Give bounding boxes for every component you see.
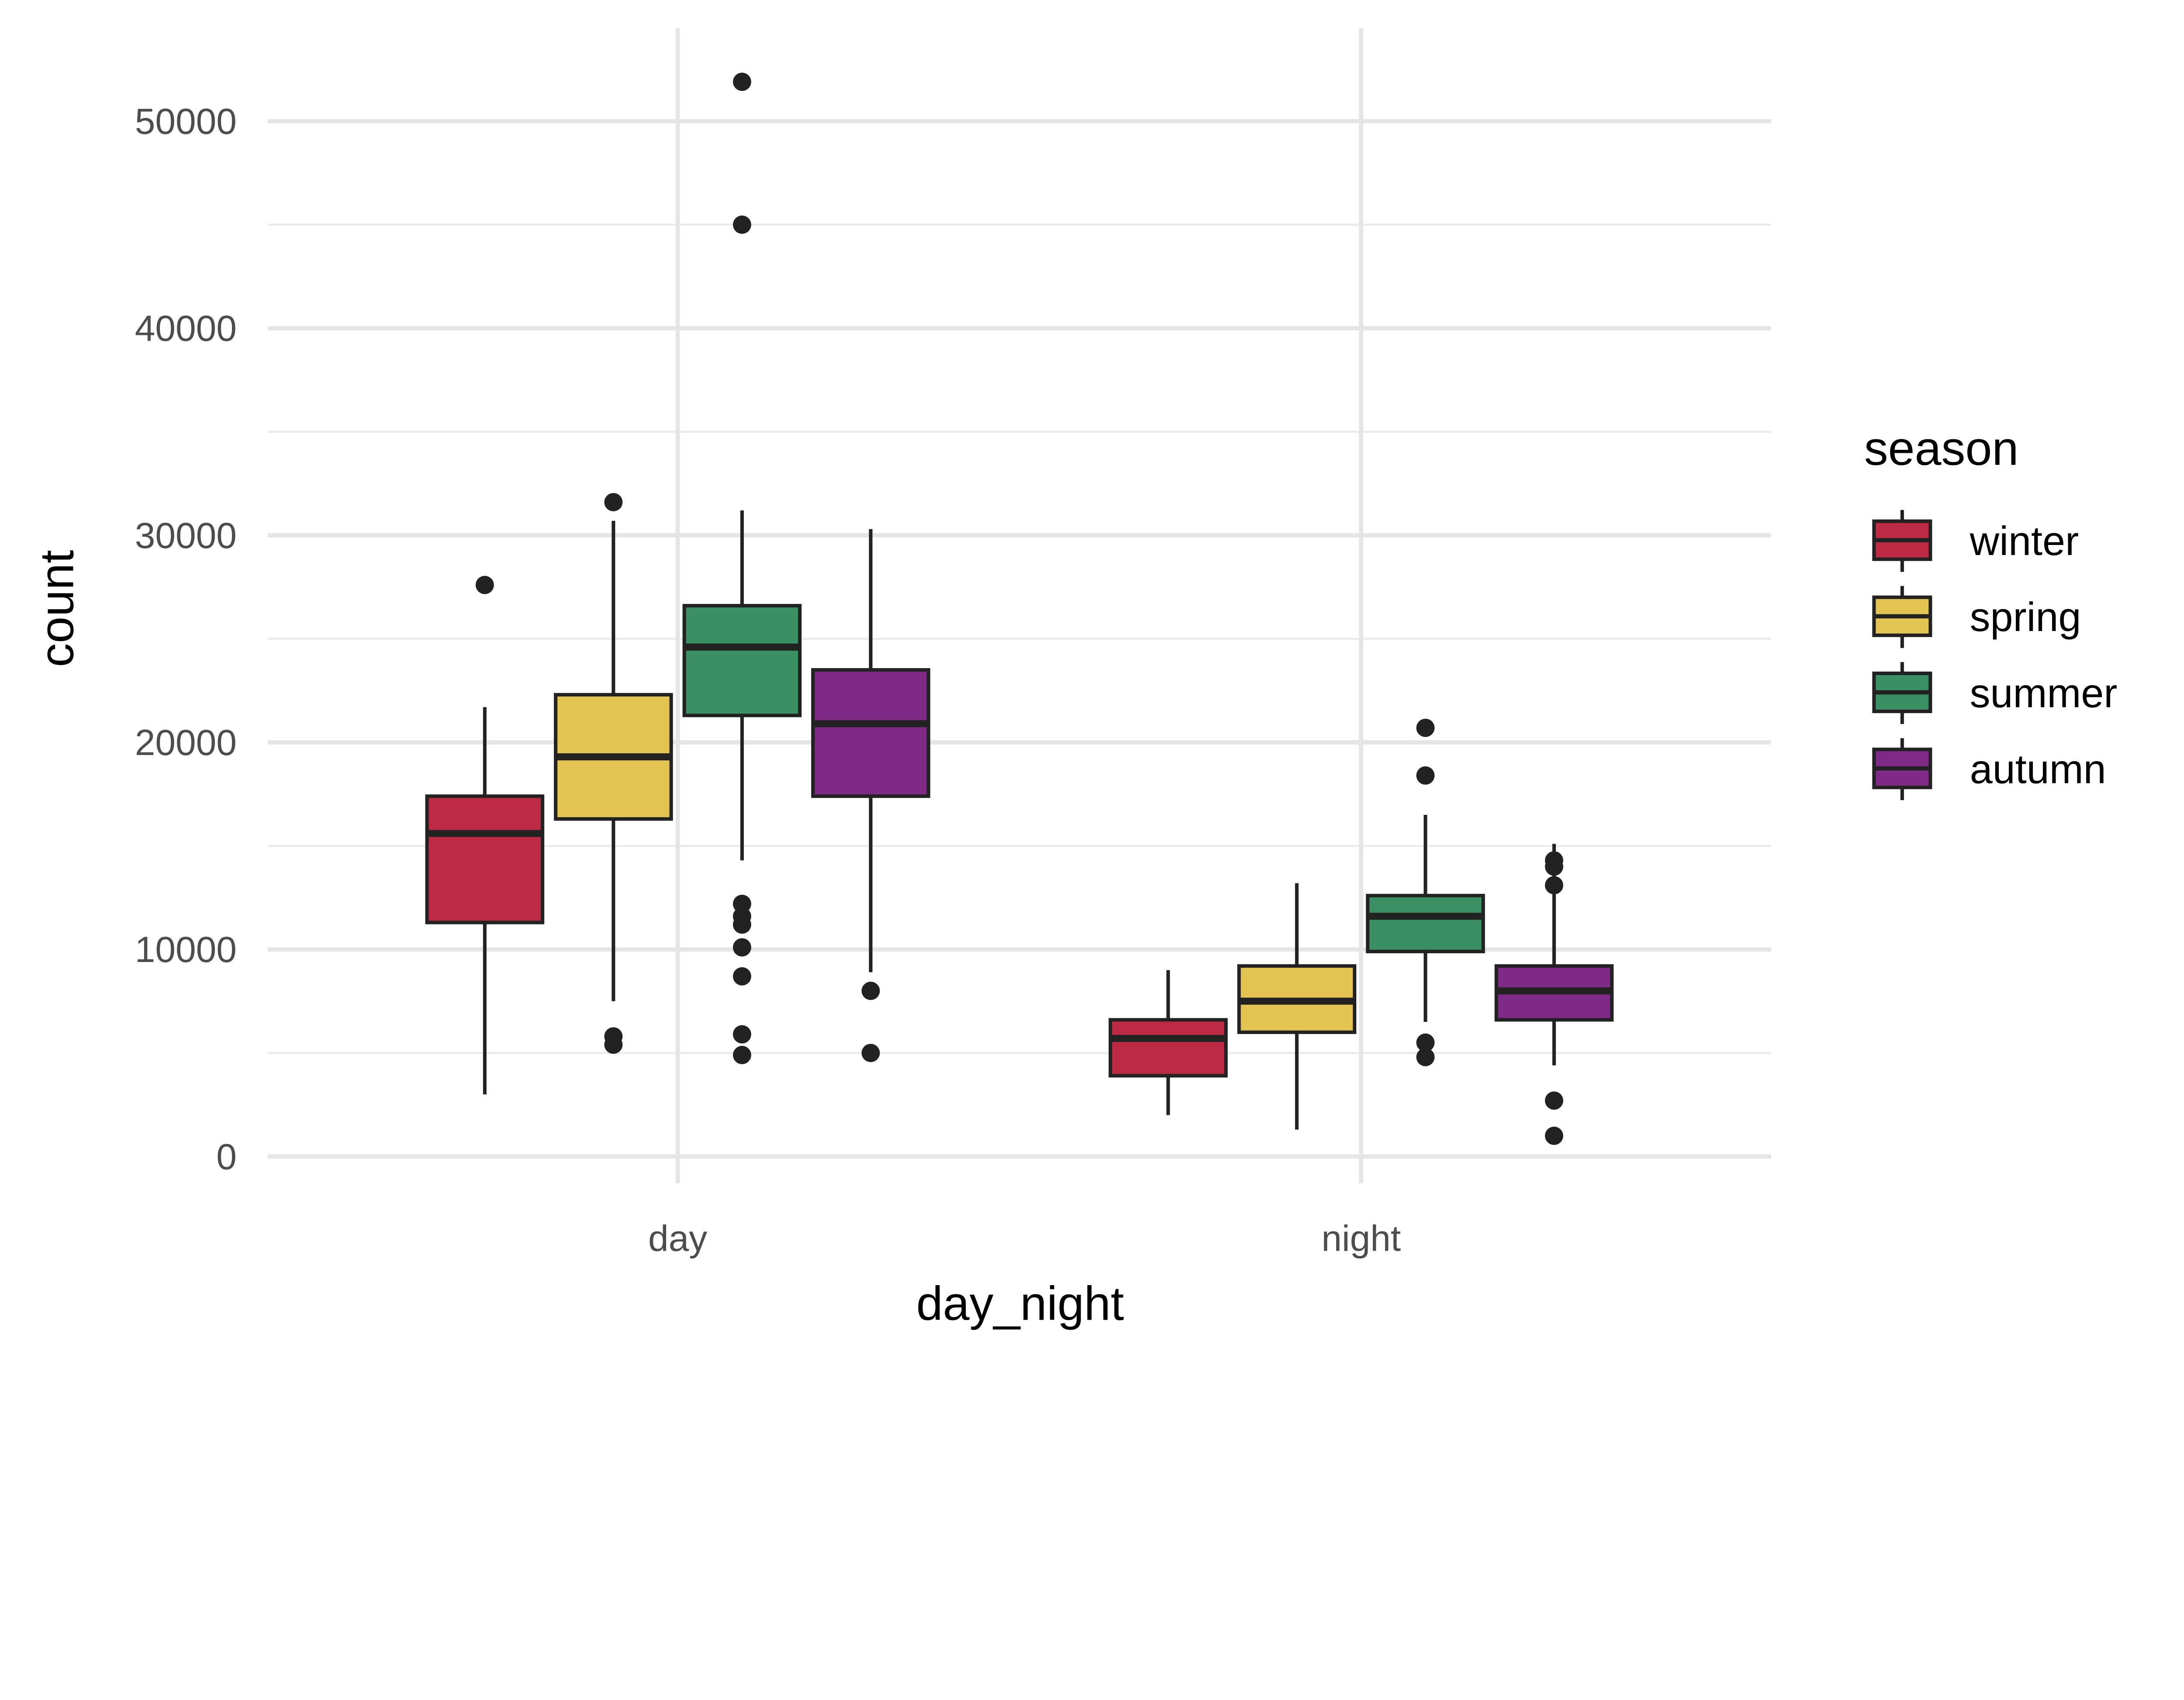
outlier-point <box>604 1035 623 1054</box>
box-summer-night <box>1366 718 1485 1066</box>
legend-label: spring <box>1970 594 2081 640</box>
y-tick-label: 40000 <box>135 308 237 349</box>
x-axis-title: day_night <box>916 1277 1124 1331</box>
outlier-point <box>733 72 751 91</box>
x-axis-ticks: day night <box>648 1218 1401 1259</box>
box-summer-day <box>682 72 802 1064</box>
box-iqr <box>682 603 802 717</box>
box-iqr <box>425 794 545 924</box>
box-iqr <box>811 668 930 798</box>
outlier-point <box>733 1046 751 1064</box>
y-tick-label: 20000 <box>135 722 237 763</box>
y-tick-label: 0 <box>216 1136 237 1177</box>
outlier-point <box>1545 876 1563 895</box>
box-autumn-night <box>1494 844 1614 1145</box>
legend-item-spring: spring <box>1872 586 2081 648</box>
outlier-point <box>733 1025 751 1044</box>
y-tick-label: 30000 <box>135 515 237 556</box>
boxes <box>425 72 1614 1145</box>
legend-item-winter: winter <box>1872 510 2079 572</box>
outlier-point <box>861 1044 880 1062</box>
legend-item-autumn: autumn <box>1872 738 2106 800</box>
grid <box>267 28 1771 1183</box>
y-tick-label: 50000 <box>135 100 237 141</box>
box-winter-day <box>425 576 545 1095</box>
legend: season winter spring summer autumn <box>1864 422 2118 800</box>
outlier-point <box>733 938 751 957</box>
outlier-point <box>604 493 623 511</box>
outlier-point <box>1416 766 1435 785</box>
y-axis-ticks: 0 10000 20000 30000 40000 50000 <box>135 100 237 1177</box>
outlier-point <box>1545 1126 1563 1145</box>
y-tick-label: 10000 <box>135 929 237 970</box>
outlier-point <box>1416 718 1435 737</box>
legend-label: summer <box>1970 670 2118 716</box>
y-axis-title: count <box>31 550 84 667</box>
box-iqr <box>1366 893 1485 953</box>
legend-title: season <box>1864 422 2019 476</box>
outlier-point <box>733 215 751 234</box>
box-winter-night <box>1109 970 1228 1115</box>
outlier-point <box>1416 1048 1435 1066</box>
x-tick-label: night <box>1321 1218 1401 1259</box>
outlier-point <box>733 915 751 934</box>
outlier-point <box>861 982 880 1000</box>
box-iqr <box>1109 1018 1228 1078</box>
box-autumn-day <box>811 529 930 1062</box>
outlier-point <box>1545 857 1563 876</box>
box-spring-day <box>554 493 673 1054</box>
legend-label: autumn <box>1970 746 2106 792</box>
box-spring-night <box>1237 883 1357 1130</box>
legend-label: winter <box>1970 518 2079 564</box>
outlier-point <box>733 967 751 986</box>
outlier-point <box>1545 1091 1563 1110</box>
outlier-point <box>475 576 494 594</box>
boxplot-chart: 0 10000 20000 30000 40000 50000 day night coun… <box>31 28 2118 1331</box>
x-tick-label: day <box>648 1218 707 1259</box>
outlier-point <box>1416 1033 1435 1052</box>
legend-item-summer: summer <box>1872 662 2118 724</box>
